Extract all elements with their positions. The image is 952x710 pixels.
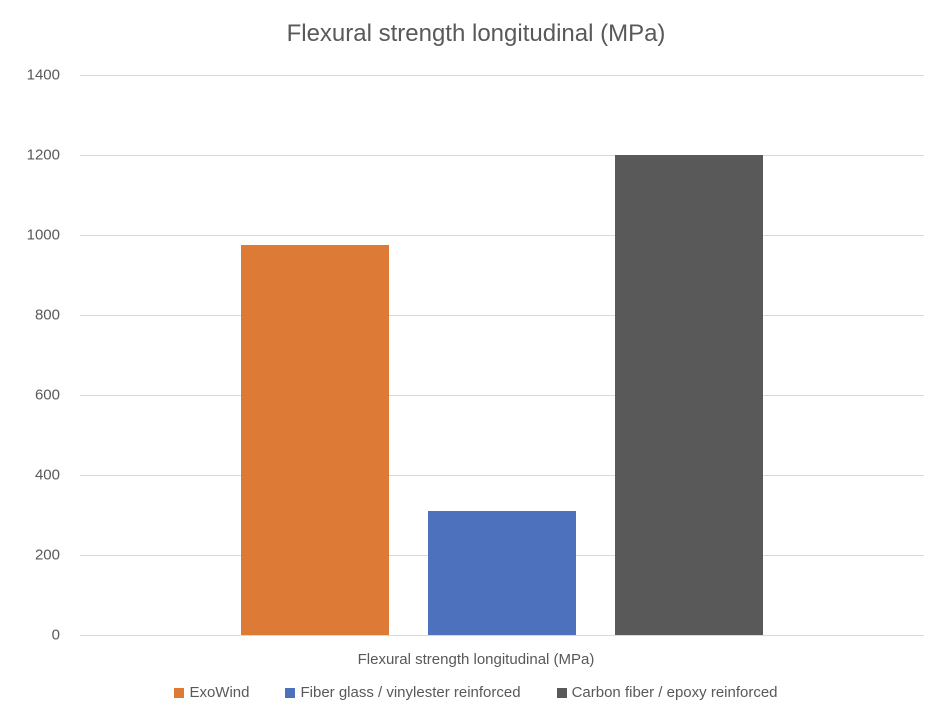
gridline (80, 75, 924, 76)
bar-fiber-glass-vinylester-reinforced (428, 511, 576, 635)
y-tick-label: 1000 (26, 226, 60, 244)
gridline (80, 395, 924, 396)
y-tick-label: 200 (34, 546, 60, 564)
legend-swatch-icon (556, 687, 567, 698)
y-tick-label: 1400 (26, 66, 60, 84)
legend-item: Fiber glass / vinylester reinforced (285, 684, 521, 701)
gridline (80, 235, 924, 236)
chart-title: Flexural strength longitudinal (MPa) (286, 20, 666, 47)
legend-swatch-icon (285, 687, 296, 698)
x-axis-category-label: Flexural strength longitudinal (MPa) (357, 651, 595, 668)
legend-swatch-icon (174, 687, 185, 698)
y-tick-label: 1200 (26, 146, 60, 164)
legend-label: ExoWind (189, 684, 250, 701)
gridline (80, 635, 924, 636)
gridline (80, 475, 924, 476)
y-tick-label: 800 (34, 306, 60, 324)
legend-label: Fiber glass / vinylester reinforced (300, 684, 521, 701)
legend-item: Carbon fiber / epoxy reinforced (556, 684, 778, 701)
legend: ExoWind Fiber glass / vinylester reinforc… (0, 684, 952, 701)
gridline (80, 315, 924, 316)
y-tick-label: 0 (51, 626, 60, 644)
legend-item: ExoWind (174, 684, 249, 701)
gridline (80, 155, 924, 156)
y-tick-label: 400 (34, 466, 60, 484)
bar-exowind (241, 245, 389, 635)
plot-area (80, 75, 924, 636)
legend-label: Carbon fiber / epoxy reinforced (571, 684, 778, 701)
y-tick-label: 600 (34, 386, 60, 404)
bar-carbon-fiber-epoxy-reinforced (615, 155, 763, 635)
